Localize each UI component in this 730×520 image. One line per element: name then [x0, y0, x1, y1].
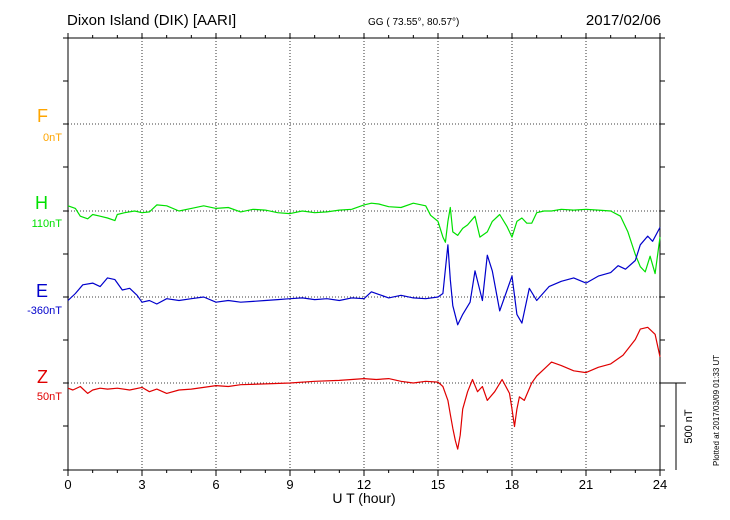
x-tick-label: 18 — [505, 477, 519, 492]
x-tick-label: 6 — [212, 477, 219, 492]
baseline-label-z: 50nT — [36, 391, 62, 403]
station-title: Dixon Island (DIK) [AARI] — [67, 12, 237, 29]
x-tick-label: 9 — [286, 477, 293, 492]
series-label-f: F — [37, 106, 48, 126]
series-line-h — [67, 202, 661, 275]
station-coordinates: GG ( 73.55°, 80.57°) — [368, 17, 460, 28]
scale-bar-label: 500 nT — [683, 409, 695, 444]
x-axis-label: U T (hour) — [332, 490, 395, 506]
plotted-timestamp: Plotted at 2017/03/09 01:33 UT — [712, 354, 721, 466]
x-tick-label: 15 — [431, 477, 445, 492]
series-line-e — [67, 227, 661, 326]
x-tick-label: 0 — [64, 477, 71, 492]
series-label-e: E — [35, 281, 48, 301]
x-tick-label: 24 — [653, 477, 667, 492]
series-label-h: H — [35, 193, 48, 213]
x-tick-label: 21 — [579, 477, 593, 492]
baseline-label-h: 110nT — [31, 218, 62, 230]
baseline-label-f: 0nT — [43, 132, 62, 144]
series-line-z — [67, 326, 661, 450]
x-tick-label: 3 — [138, 477, 145, 492]
chart-date: 2017/02/06 — [585, 12, 661, 29]
x-tick-label: 12 — [357, 477, 371, 492]
baseline-label-e: -360nT — [27, 305, 62, 317]
series-label-z: Z — [37, 367, 48, 387]
